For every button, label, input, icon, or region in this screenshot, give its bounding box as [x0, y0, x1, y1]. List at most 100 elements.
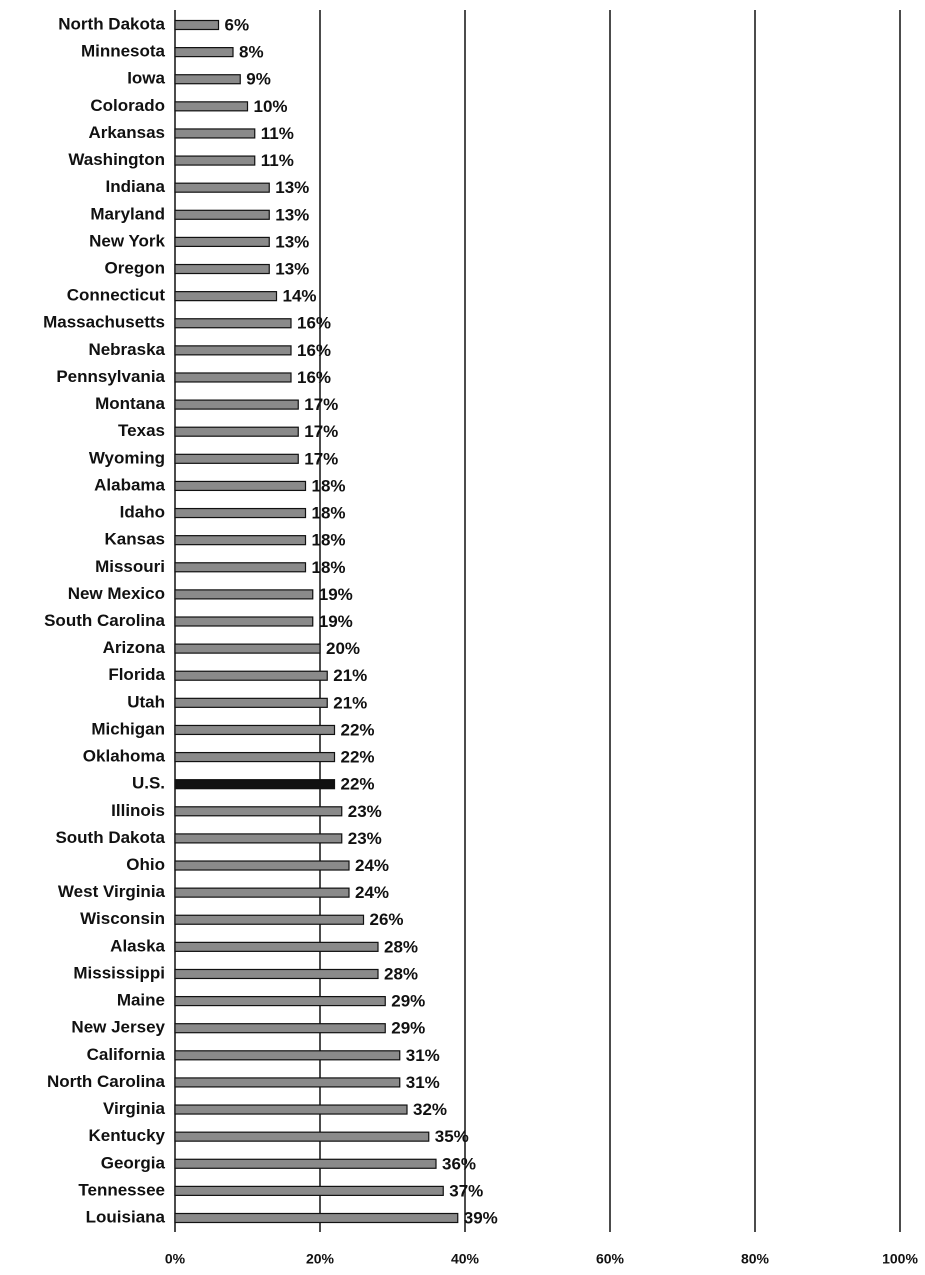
category-label: Wisconsin	[80, 909, 165, 928]
value-label: 31%	[406, 1073, 440, 1092]
bar	[174, 74, 241, 85]
category-label: Georgia	[101, 1153, 166, 1172]
category-label: Tennessee	[78, 1180, 165, 1199]
x-tick-label: 0%	[165, 1251, 186, 1267]
x-tick-label: 40%	[451, 1251, 480, 1267]
category-label: New York	[89, 231, 165, 250]
category-label: Utah	[127, 692, 165, 711]
value-label: 16%	[297, 368, 331, 387]
bar	[174, 779, 336, 790]
category-label: South Dakota	[55, 828, 165, 847]
category-label: Colorado	[90, 96, 165, 115]
category-label: Florida	[108, 665, 165, 684]
bar	[174, 128, 256, 139]
value-label: 8%	[239, 43, 264, 62]
value-label: 29%	[391, 1019, 425, 1038]
value-label: 31%	[406, 1046, 440, 1065]
bar	[174, 19, 220, 31]
value-label: 24%	[355, 883, 389, 902]
value-label: 17%	[304, 395, 338, 414]
value-label: 18%	[312, 531, 346, 550]
x-tick-label: 80%	[741, 1251, 770, 1267]
category-label: Washington	[68, 150, 165, 169]
category-label: Nebraska	[88, 340, 165, 359]
category-label: New Jersey	[71, 1018, 165, 1037]
bar	[174, 372, 292, 383]
value-label: 23%	[348, 802, 382, 821]
bar	[174, 697, 328, 708]
value-label: 10%	[254, 97, 288, 116]
value-label: 13%	[275, 232, 309, 251]
value-label: 19%	[319, 585, 353, 604]
category-label: Mississippi	[73, 963, 165, 982]
category-label: Ohio	[126, 855, 165, 874]
category-label: Maryland	[90, 204, 165, 223]
bar	[174, 968, 379, 980]
category-label: Missouri	[95, 557, 165, 576]
value-label: 24%	[355, 856, 389, 875]
category-label: U.S.	[132, 774, 165, 793]
bar	[174, 535, 307, 546]
category-label: Kentucky	[88, 1126, 165, 1145]
bar	[174, 263, 270, 275]
category-label: Massachusetts	[43, 313, 165, 332]
category-label: Wyoming	[89, 448, 165, 467]
bar	[174, 1050, 401, 1061]
category-label: Montana	[95, 394, 165, 413]
value-label: 11%	[261, 124, 294, 143]
value-label: 32%	[413, 1100, 447, 1119]
value-label: 28%	[384, 937, 418, 956]
category-label: California	[87, 1045, 166, 1064]
bar	[174, 318, 292, 329]
bar	[174, 1158, 437, 1169]
value-label: 28%	[384, 964, 418, 983]
value-label: 9%	[246, 70, 271, 89]
value-label: 39%	[464, 1208, 498, 1227]
category-label: Illinois	[111, 801, 165, 820]
bar	[174, 589, 314, 600]
bar	[174, 724, 336, 736]
x-tick-label: 100%	[882, 1251, 918, 1267]
value-label: 22%	[341, 775, 375, 794]
bar	[174, 345, 292, 356]
value-label: 17%	[304, 449, 338, 468]
category-label: Virginia	[103, 1099, 166, 1118]
value-label: 14%	[283, 287, 317, 306]
category-label: Indiana	[105, 177, 165, 196]
bar	[174, 616, 314, 627]
bar	[174, 426, 299, 437]
category-label: North Dakota	[58, 14, 165, 33]
bar	[174, 887, 350, 898]
bar	[174, 480, 307, 492]
value-label: 21%	[333, 693, 367, 712]
value-label: 18%	[312, 558, 346, 577]
bar	[174, 995, 386, 1007]
category-label: New Mexico	[68, 584, 165, 603]
bar	[174, 941, 379, 952]
category-label: Oklahoma	[83, 747, 166, 766]
value-label: 18%	[312, 504, 346, 523]
bar	[174, 453, 299, 464]
bar	[174, 1104, 408, 1115]
bar	[174, 209, 270, 220]
value-label: 18%	[312, 476, 346, 495]
value-label: 16%	[297, 341, 331, 360]
value-label: 22%	[341, 748, 375, 767]
x-tick-label: 20%	[306, 1251, 335, 1267]
value-label: 37%	[449, 1181, 483, 1200]
category-label: Alabama	[94, 475, 165, 494]
category-label: Michigan	[91, 719, 165, 738]
category-label: Kansas	[105, 530, 165, 549]
bar	[174, 155, 256, 166]
value-label: 6%	[225, 15, 250, 34]
value-label: 16%	[297, 314, 331, 333]
value-label: 11%	[261, 151, 294, 170]
value-label: 21%	[333, 666, 367, 685]
value-label: 17%	[304, 422, 338, 441]
bar	[174, 562, 307, 573]
category-label: Arkansas	[88, 123, 165, 142]
category-label: Maine	[117, 991, 165, 1010]
bar	[174, 751, 336, 763]
